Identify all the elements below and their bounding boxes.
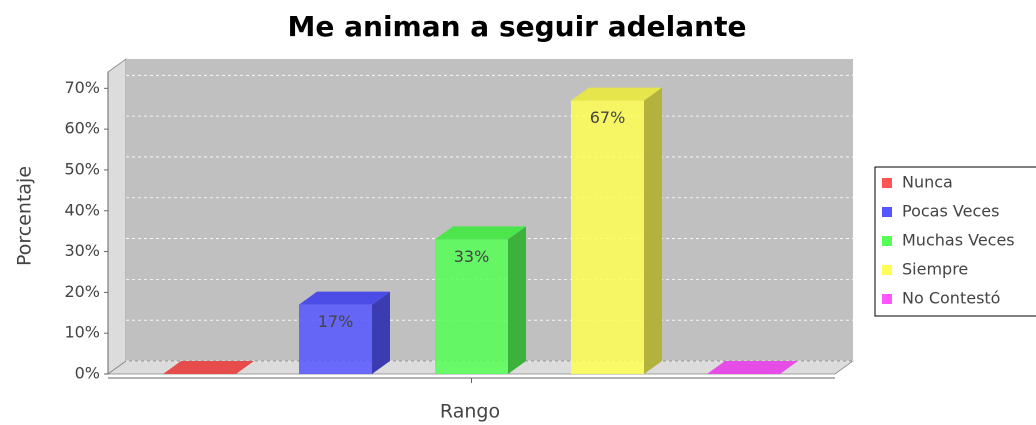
legend-swatch: [882, 207, 892, 217]
y-axis-label: Porcentaje: [14, 166, 36, 266]
legend-label: Nunca: [902, 173, 953, 192]
legend-swatch: [882, 265, 892, 275]
y-tick-label: 60%: [64, 119, 100, 138]
y-tick-label: 40%: [64, 200, 100, 219]
bar: [571, 100, 644, 374]
bar-top: [163, 361, 254, 374]
y-tick-label: 30%: [64, 241, 100, 260]
legend-swatch: [882, 236, 892, 246]
legend-swatch: [882, 294, 892, 304]
y-tick-label: 50%: [64, 159, 100, 178]
value-label: 67%: [590, 108, 626, 127]
bar-top: [435, 226, 526, 240]
bar-side: [508, 226, 526, 374]
y-tick-label: 70%: [64, 78, 100, 97]
bar-side: [372, 291, 390, 374]
bar: [435, 239, 508, 374]
bar-top: [571, 87, 662, 101]
side-wall: [107, 58, 127, 375]
bar-top: [299, 291, 390, 305]
y-tick-label: 20%: [64, 282, 100, 301]
bar-side: [644, 87, 662, 374]
legend-label: Siempre: [902, 260, 968, 279]
legend-swatch: [882, 178, 892, 188]
legend-label: Pocas Veces: [902, 202, 999, 221]
y-tick-label: 10%: [64, 323, 100, 342]
chart-title: Me animan a seguir adelante: [288, 10, 747, 43]
legend-box: [874, 166, 1036, 317]
y-tick-label: 0%: [75, 364, 100, 383]
value-label: 17%: [318, 312, 354, 331]
value-label: 33%: [454, 247, 490, 266]
x-axis-label: Rango: [440, 401, 500, 423]
legend-label: Muchas Veces: [902, 231, 1015, 250]
legend-label: No Contestó: [902, 289, 1000, 308]
bar: [299, 304, 372, 374]
bar-top: [707, 361, 798, 374]
